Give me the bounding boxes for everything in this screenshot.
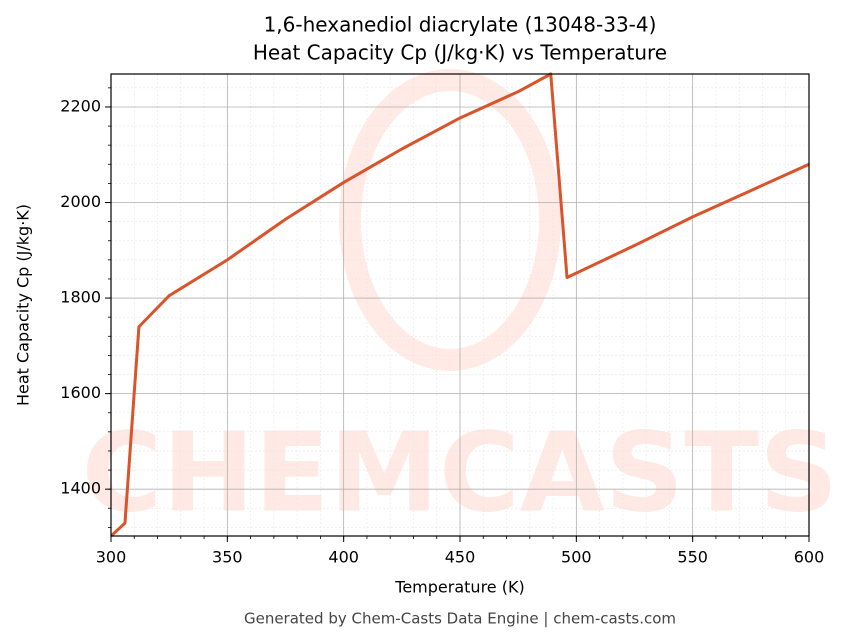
plot — [111, 72, 809, 538]
x-tick-label: 500 — [561, 548, 592, 567]
x-tick-label: 350 — [212, 548, 243, 567]
x-tick-label: 300 — [96, 548, 127, 567]
watermark-logo — [339, 69, 561, 371]
data-line — [111, 72, 809, 538]
y-tick-label: 1600 — [60, 383, 101, 402]
y-tick-label: 1400 — [60, 479, 101, 498]
y-tick-label: 2000 — [60, 192, 101, 211]
x-tick-label: 450 — [445, 548, 476, 567]
y-axis-label: Heat Capacity Cp (J/kg·K) — [14, 204, 33, 406]
footer: Generated by Chem-Casts Data Engine | ch… — [244, 610, 676, 628]
grid — [110, 74, 810, 536]
chart-title: 1,6-hexanediol diacrylate (13048-33-4) — [264, 13, 657, 37]
x-tick-label: 550 — [677, 548, 708, 567]
y-tick-label: 2200 — [60, 96, 101, 115]
x-tick-label: 600 — [794, 548, 825, 567]
y-tick-label: 1800 — [60, 288, 101, 307]
x-tick-label: 400 — [328, 548, 359, 567]
x-axis-label: Temperature (K) — [394, 578, 524, 597]
chart-subtitle: Heat Capacity Cp (J/kg·K) vs Temperature — [253, 41, 667, 65]
